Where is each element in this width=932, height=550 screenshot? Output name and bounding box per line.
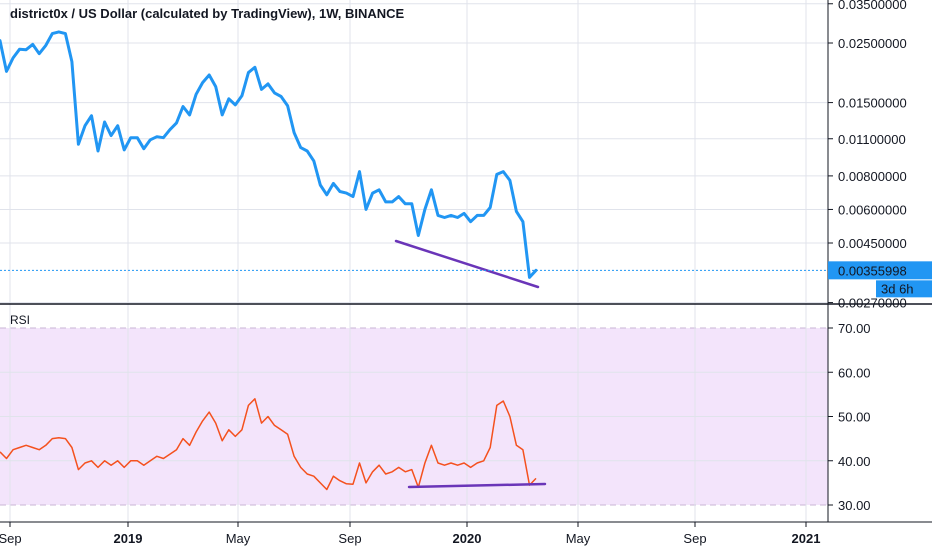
- price-axis[interactable]: 0.03500000 0.02500000 0.01500000 0.01100000…: [828, 0, 907, 311]
- price-series: [0, 30, 538, 279]
- price-grid: [0, 3, 828, 304]
- axes: [0, 0, 932, 523]
- time-axis[interactable]: Sep 2019 May Sep 2020 May Sep 2021: [0, 522, 820, 546]
- price-tick-label: 0.01100000: [838, 132, 906, 147]
- price-support-trendline: [394, 239, 540, 289]
- time-tick-label: May: [566, 531, 591, 546]
- time-grid: [9, 0, 807, 522]
- rsi-tick-label: 50.00: [838, 410, 871, 425]
- rsi-support-trendline: [407, 482, 547, 489]
- price-tick-label: 0.00270000: [838, 296, 907, 311]
- price-series-line: [0, 30, 538, 279]
- price-tick-label: 0.00450000: [838, 236, 907, 251]
- last-price-label: 0.00355998: [838, 263, 907, 278]
- rsi-tick-label: 30.00: [838, 498, 871, 513]
- time-tick-label: May: [226, 531, 251, 546]
- price-tick-label: 0.00600000: [838, 202, 907, 217]
- rsi-pane-label: RSI: [10, 313, 31, 327]
- price-trendline[interactable]: [394, 239, 540, 289]
- rsi-tick-label: 70.00: [838, 321, 871, 336]
- rsi-tick-label: 60.00: [838, 365, 871, 380]
- time-tick-label: Sep: [338, 531, 361, 546]
- time-tick-label: Sep: [683, 531, 706, 546]
- last-price-label-bg: [828, 261, 932, 280]
- price-tick-label: 0.00800000: [838, 169, 907, 184]
- price-tick-label: 0.02500000: [838, 36, 907, 51]
- rsi-axis[interactable]: 70.00 60.00 50.00 40.00 30.00: [828, 321, 871, 513]
- last-price-badge: 0.00355998 3d 6h: [0, 261, 932, 298]
- rsi-series: [0, 398, 537, 491]
- countdown-label: 3d 6h: [881, 281, 914, 296]
- price-tick-label: 0.01500000: [838, 96, 907, 111]
- rsi-trendline[interactable]: [407, 482, 547, 489]
- countdown-label-bg: [876, 280, 932, 298]
- rsi-series-line: [0, 398, 537, 491]
- time-tick-label: 2020: [453, 531, 482, 546]
- time-tick-label: 2019: [114, 531, 143, 546]
- time-tick-label: Sep: [0, 531, 22, 546]
- chart-title: district0x / US Dollar (calculated by Tr…: [10, 6, 405, 21]
- price-tick-label: 0.03500000: [838, 0, 907, 12]
- time-tick-label: 2021: [792, 531, 821, 546]
- rsi-tick-label: 40.00: [838, 454, 871, 469]
